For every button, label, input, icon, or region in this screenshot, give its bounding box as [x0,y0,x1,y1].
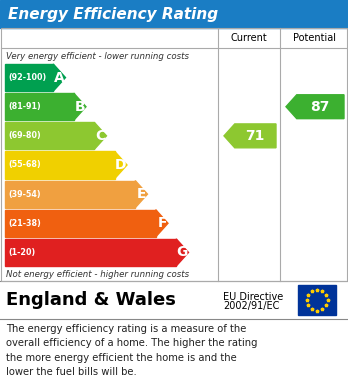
Polygon shape [74,93,86,120]
Bar [298,285,336,315]
Bar [5,93,74,120]
Bar [0,319,348,391]
Text: (81-91): (81-91) [8,102,41,111]
Text: Potential: Potential [293,33,335,43]
Bar [5,64,53,91]
Text: D: D [114,158,126,172]
Text: The energy efficiency rating is a measure of the
overall efficiency of a home. T: The energy efficiency rating is a measur… [6,324,258,377]
Polygon shape [156,210,168,237]
Text: EU Directive: EU Directive [223,292,283,302]
Text: Energy Efficiency Rating: Energy Efficiency Rating [8,7,218,22]
Text: England & Wales: England & Wales [6,291,176,309]
Text: Current: Current [231,33,267,43]
Text: C: C [95,129,105,143]
Text: Very energy efficient - lower running costs: Very energy efficient - lower running co… [6,52,189,61]
Bar [5,151,115,179]
Bar [5,122,94,149]
Text: E: E [137,187,147,201]
Text: 71: 71 [245,129,264,143]
Text: 87: 87 [310,100,329,114]
Text: (1-20): (1-20) [8,248,35,257]
Text: B: B [74,100,85,114]
Polygon shape [94,122,106,149]
Polygon shape [176,239,189,266]
Polygon shape [286,95,344,118]
Text: (92-100): (92-100) [8,73,46,82]
Bar [5,239,176,266]
Polygon shape [135,181,148,208]
Text: 2002/91/EC: 2002/91/EC [223,301,279,311]
Bar [5,210,156,237]
Text: A: A [54,70,64,84]
Polygon shape [224,124,276,148]
Bar [0,281,348,319]
Bar [0,0,348,28]
Text: (69-80): (69-80) [8,131,41,140]
Polygon shape [115,151,127,179]
Bar [1,28,347,281]
Text: (39-54): (39-54) [8,190,41,199]
Polygon shape [53,64,65,91]
Text: F: F [158,216,167,230]
Bar [5,181,135,208]
Text: G: G [176,246,188,260]
Text: (55-68): (55-68) [8,160,41,170]
Text: Not energy efficient - higher running costs: Not energy efficient - higher running co… [6,270,189,279]
Text: (21-38): (21-38) [8,219,41,228]
